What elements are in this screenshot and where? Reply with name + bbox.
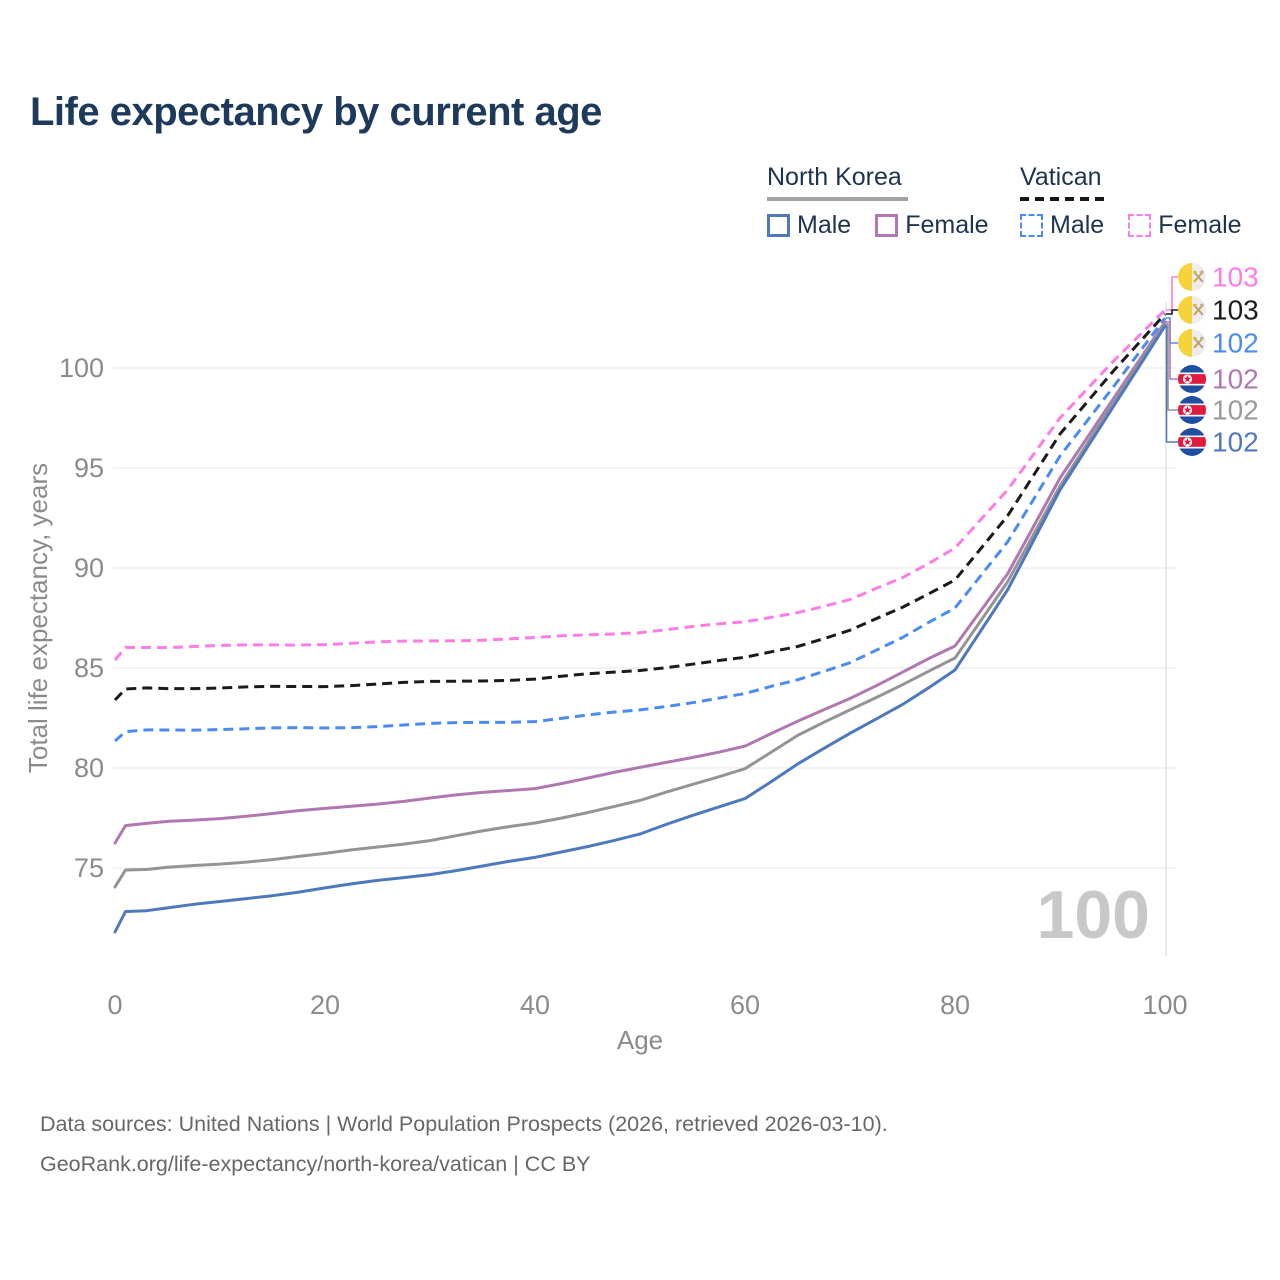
- x-tick-label: 0: [107, 990, 122, 1020]
- series-line-vatican[interactable]: [113, 312, 1167, 702]
- gridlines: [113, 367, 1176, 869]
- x-axis-title: Age: [617, 1025, 663, 1055]
- vatican-flag-icon: [1178, 263, 1206, 291]
- legend-country-north-korea[interactable]: North Korea: [767, 163, 989, 201]
- end-label-connector: [1166, 309, 1178, 315]
- north-korea-line-style-sample: [767, 197, 908, 201]
- y-tick-label: 95: [74, 453, 104, 483]
- footer-data-sources: Data sources: United Nations | World Pop…: [40, 1112, 888, 1136]
- north-korea-male-swatch-icon: [767, 214, 790, 237]
- north-korea-flag-icon: [1178, 365, 1206, 393]
- x-tick-label: 100: [1142, 990, 1187, 1020]
- end-label-connector: [1166, 321, 1178, 380]
- north-korea-female-swatch-icon: [875, 214, 899, 237]
- page-title: Life expectancy by current age: [30, 90, 602, 134]
- legend-country-label: Vatican: [1020, 163, 1102, 191]
- legend-group-vatican: Vatican Male Female: [1020, 163, 1242, 240]
- footer: Data sources: United Nations | World Pop…: [40, 1104, 888, 1184]
- y-tick-label: 90: [74, 553, 104, 583]
- y-tick-label: 80: [74, 753, 104, 783]
- series-line-vatican-female[interactable]: [113, 308, 1167, 661]
- x-tick-label: 80: [940, 990, 970, 1020]
- end-value-label-north-korea-male: 102: [1212, 427, 1259, 458]
- y-tick-label: 100: [59, 353, 104, 383]
- vatican-line-style-sample: [1020, 197, 1107, 201]
- x-tick-label: 40: [520, 990, 550, 1020]
- vatican-flag-icon: [1178, 329, 1206, 357]
- y-tick-label: 75: [74, 853, 104, 883]
- legend-item-north-korea-male[interactable]: Male: [767, 211, 851, 240]
- footer-attribution: GeoRank.org/life-expectancy/north-korea/…: [40, 1152, 591, 1176]
- series-line-vatican-male[interactable]: [113, 317, 1167, 743]
- y-axis-title: Total life expectancy, years: [23, 463, 53, 773]
- end-value-label-north-korea-female: 102: [1212, 364, 1259, 395]
- legend-item-north-korea-female[interactable]: Female: [875, 211, 989, 240]
- end-value-label-vatican: 103: [1212, 295, 1259, 326]
- x-tick-label: 20: [310, 990, 340, 1020]
- legend-item-label: Male: [1050, 211, 1105, 239]
- end-value-label-north-korea: 102: [1212, 395, 1259, 426]
- end-label-connector: [1165, 325, 1178, 443]
- north-korea-flag-icon: [1178, 396, 1206, 424]
- x-tick-label: 60: [730, 990, 760, 1020]
- y-tick-label: 85: [74, 653, 104, 683]
- legend-item-vatican-male[interactable]: Male: [1020, 211, 1104, 240]
- vatican-male-swatch-icon: [1020, 214, 1043, 237]
- legend-item-label: Male: [797, 211, 852, 239]
- north-korea-flag-icon: [1178, 428, 1206, 456]
- series-line-north-korea-female[interactable]: [113, 320, 1167, 845]
- series-line-north-korea[interactable]: [113, 322, 1167, 889]
- end-label-connector: [1166, 323, 1178, 411]
- end-value-label-vatican-male: 102: [1212, 328, 1259, 359]
- legend-item-label: Female: [905, 211, 989, 239]
- end-value-label-vatican-female: 103: [1212, 262, 1259, 293]
- vatican-flag-icon: [1178, 296, 1206, 324]
- vatican-female-swatch-icon: [1128, 214, 1152, 237]
- series-line-north-korea-male[interactable]: [113, 324, 1167, 934]
- legend-item-vatican-female[interactable]: Female: [1128, 211, 1242, 240]
- end-label-connector: [1166, 276, 1178, 311]
- legend-group-north-korea: North Korea Male Female: [767, 163, 989, 240]
- legend-item-label: Female: [1158, 211, 1242, 239]
- legend-country-label: North Korea: [767, 163, 902, 191]
- age-counter-watermark: 100: [1037, 877, 1150, 953]
- legend-country-vatican[interactable]: Vatican: [1020, 163, 1242, 201]
